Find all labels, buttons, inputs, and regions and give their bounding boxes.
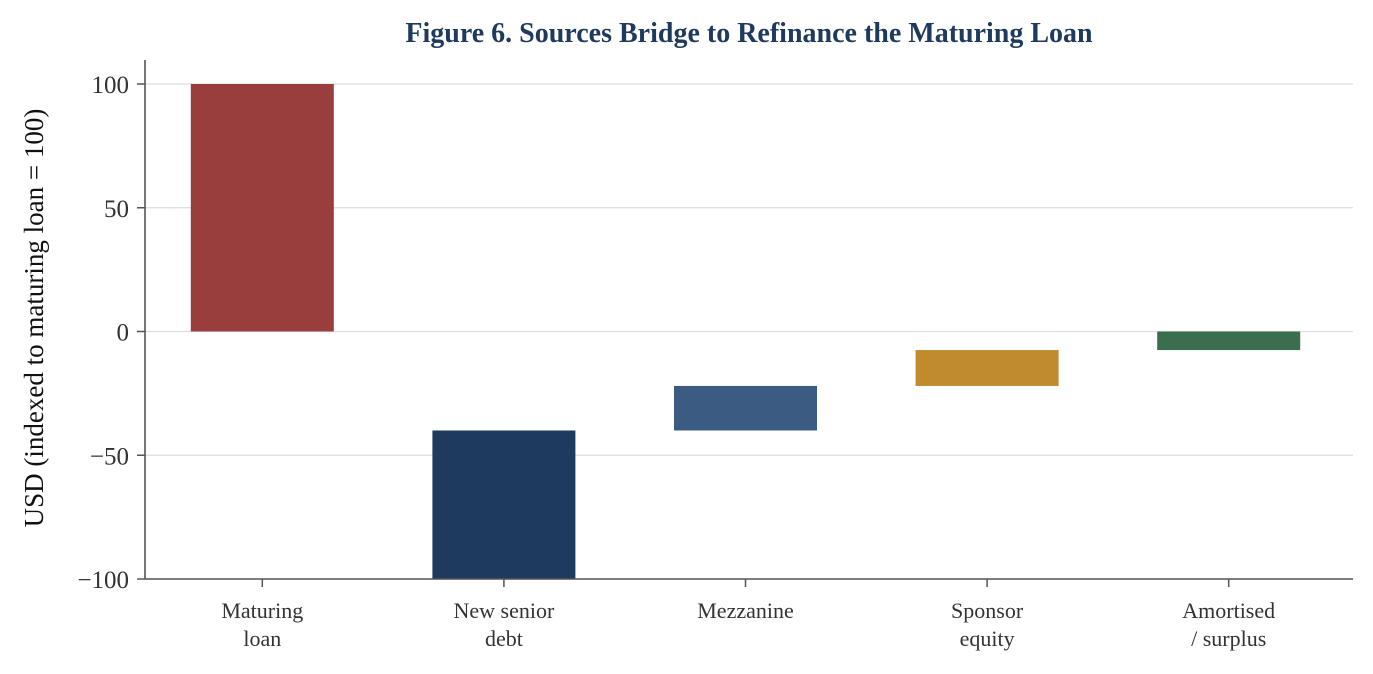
y-tick-label: −100 [77, 567, 129, 594]
y-tick-label: 0 [117, 320, 130, 347]
x-category-label: Amortised / surplus [1182, 598, 1275, 651]
waterfall-bar [432, 430, 576, 579]
labels: Figure 6. Sources Bridge to Refinance th… [19, 18, 1275, 651]
bars [190, 84, 1301, 579]
y-axis-label: USD (indexed to maturing loan = 100) [19, 109, 49, 528]
y-tick-label: 50 [104, 196, 129, 223]
x-category-label: Sponsor equity [951, 598, 1024, 651]
waterfall-bar [1157, 331, 1301, 351]
axes [137, 60, 1353, 587]
waterfall-bar [190, 84, 334, 332]
chart-title: Figure 6. Sources Bridge to Refinance th… [405, 18, 1093, 49]
waterfall-bar [674, 385, 817, 431]
x-category-label: Maturing loan [221, 598, 303, 651]
x-category-label: New senior debt [453, 598, 554, 651]
y-tick-label: 100 [92, 72, 130, 99]
x-category-label: Mezzanine [697, 598, 794, 623]
y-tick-label: −50 [90, 443, 129, 470]
waterfall-bar [915, 350, 1059, 386]
